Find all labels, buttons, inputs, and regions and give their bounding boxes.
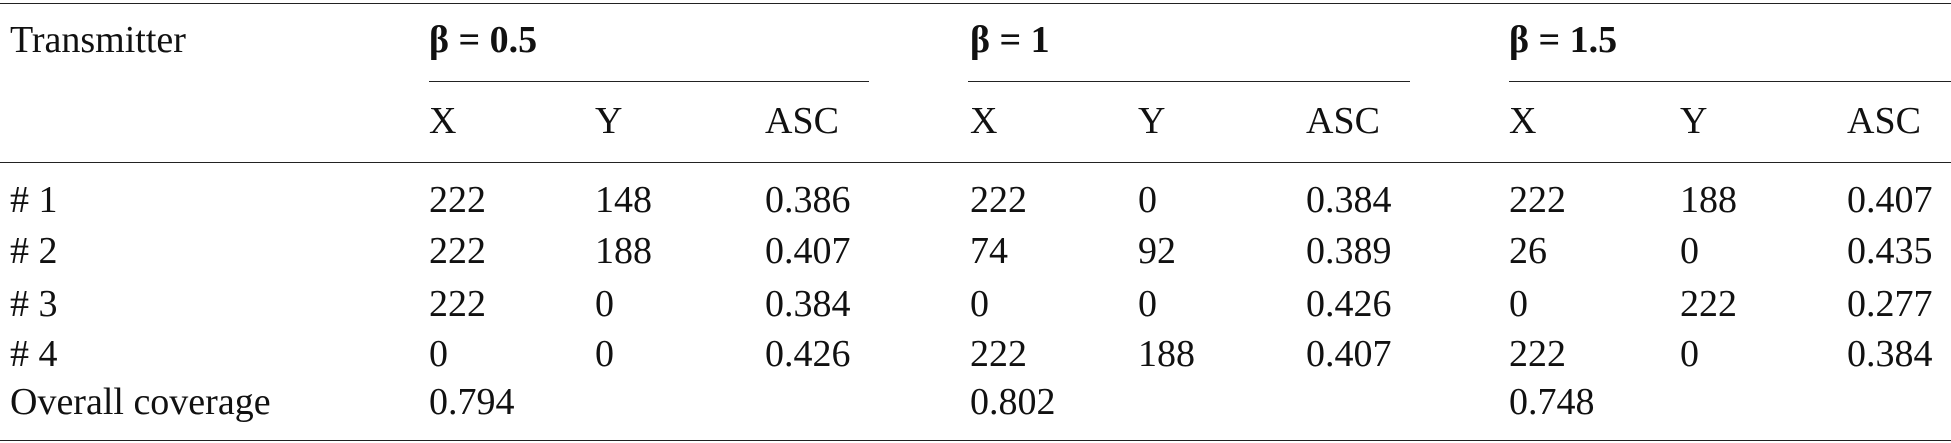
- bottom-rule: [0, 440, 1951, 441]
- subheader: ASC: [1306, 100, 1380, 142]
- cell: 74: [970, 230, 1008, 272]
- row-label: # 1: [10, 179, 58, 221]
- cell: 222: [1509, 179, 1566, 221]
- cell: 0: [1138, 283, 1157, 325]
- cell: 0: [595, 333, 614, 375]
- cell: 0.386: [765, 179, 851, 221]
- cell: 0.802: [970, 381, 1056, 423]
- cell: 188: [595, 230, 652, 272]
- cell: 0.277: [1847, 283, 1933, 325]
- row-label: Overall coverage: [10, 381, 271, 423]
- cell: 0.407: [1847, 179, 1933, 221]
- cell: 92: [1138, 230, 1176, 272]
- cell: 188: [1138, 333, 1195, 375]
- cell: 0: [970, 283, 989, 325]
- row-label: # 3: [10, 283, 58, 325]
- group-header: β = 0.5: [429, 19, 538, 61]
- cell: 26: [1509, 230, 1547, 272]
- cell: 0: [595, 283, 614, 325]
- header-cell: Transmitter: [10, 19, 186, 61]
- cell: 0: [1138, 179, 1157, 221]
- cell: 148: [595, 179, 652, 221]
- cell: 0: [1680, 230, 1699, 272]
- cell: 222: [970, 179, 1027, 221]
- cell: 222: [429, 179, 486, 221]
- cell: 0: [1509, 283, 1528, 325]
- cell: 0: [1680, 333, 1699, 375]
- cell: 0.407: [765, 230, 851, 272]
- cell: 0.384: [1847, 333, 1933, 375]
- cell: 222: [429, 283, 486, 325]
- top-rule: [0, 3, 1951, 4]
- cell: 188: [1680, 179, 1737, 221]
- row-label: # 4: [10, 333, 58, 375]
- cell: 0: [429, 333, 448, 375]
- subheader: Y: [595, 100, 623, 142]
- cell: 222: [429, 230, 486, 272]
- cell: 0.748: [1509, 381, 1595, 423]
- cell: 0.794: [429, 381, 515, 423]
- subheader: Y: [1680, 100, 1708, 142]
- group-rule: [429, 81, 869, 82]
- row-label: # 2: [10, 230, 58, 272]
- subheader: ASC: [765, 100, 839, 142]
- cell: 0.426: [1306, 283, 1392, 325]
- cell: 222: [1509, 333, 1566, 375]
- subheader: Y: [1138, 100, 1166, 142]
- group-header: β = 1.5: [1509, 19, 1618, 61]
- subheader: ASC: [1847, 100, 1921, 142]
- subheader: X: [429, 100, 457, 142]
- cell: 0.389: [1306, 230, 1392, 272]
- group-rule: [968, 81, 1410, 82]
- subheader: X: [970, 100, 998, 142]
- cell: 222: [1680, 283, 1737, 325]
- cell: 0.426: [765, 333, 851, 375]
- cell: 222: [970, 333, 1027, 375]
- group-header: β = 1: [970, 19, 1050, 61]
- cell: 0.384: [765, 283, 851, 325]
- cell: 0.407: [1306, 333, 1392, 375]
- cell: 0.435: [1847, 230, 1933, 272]
- group-rule: [1509, 81, 1951, 82]
- cell: 0.384: [1306, 179, 1392, 221]
- header-rule: [0, 162, 1951, 163]
- subheader: X: [1509, 100, 1537, 142]
